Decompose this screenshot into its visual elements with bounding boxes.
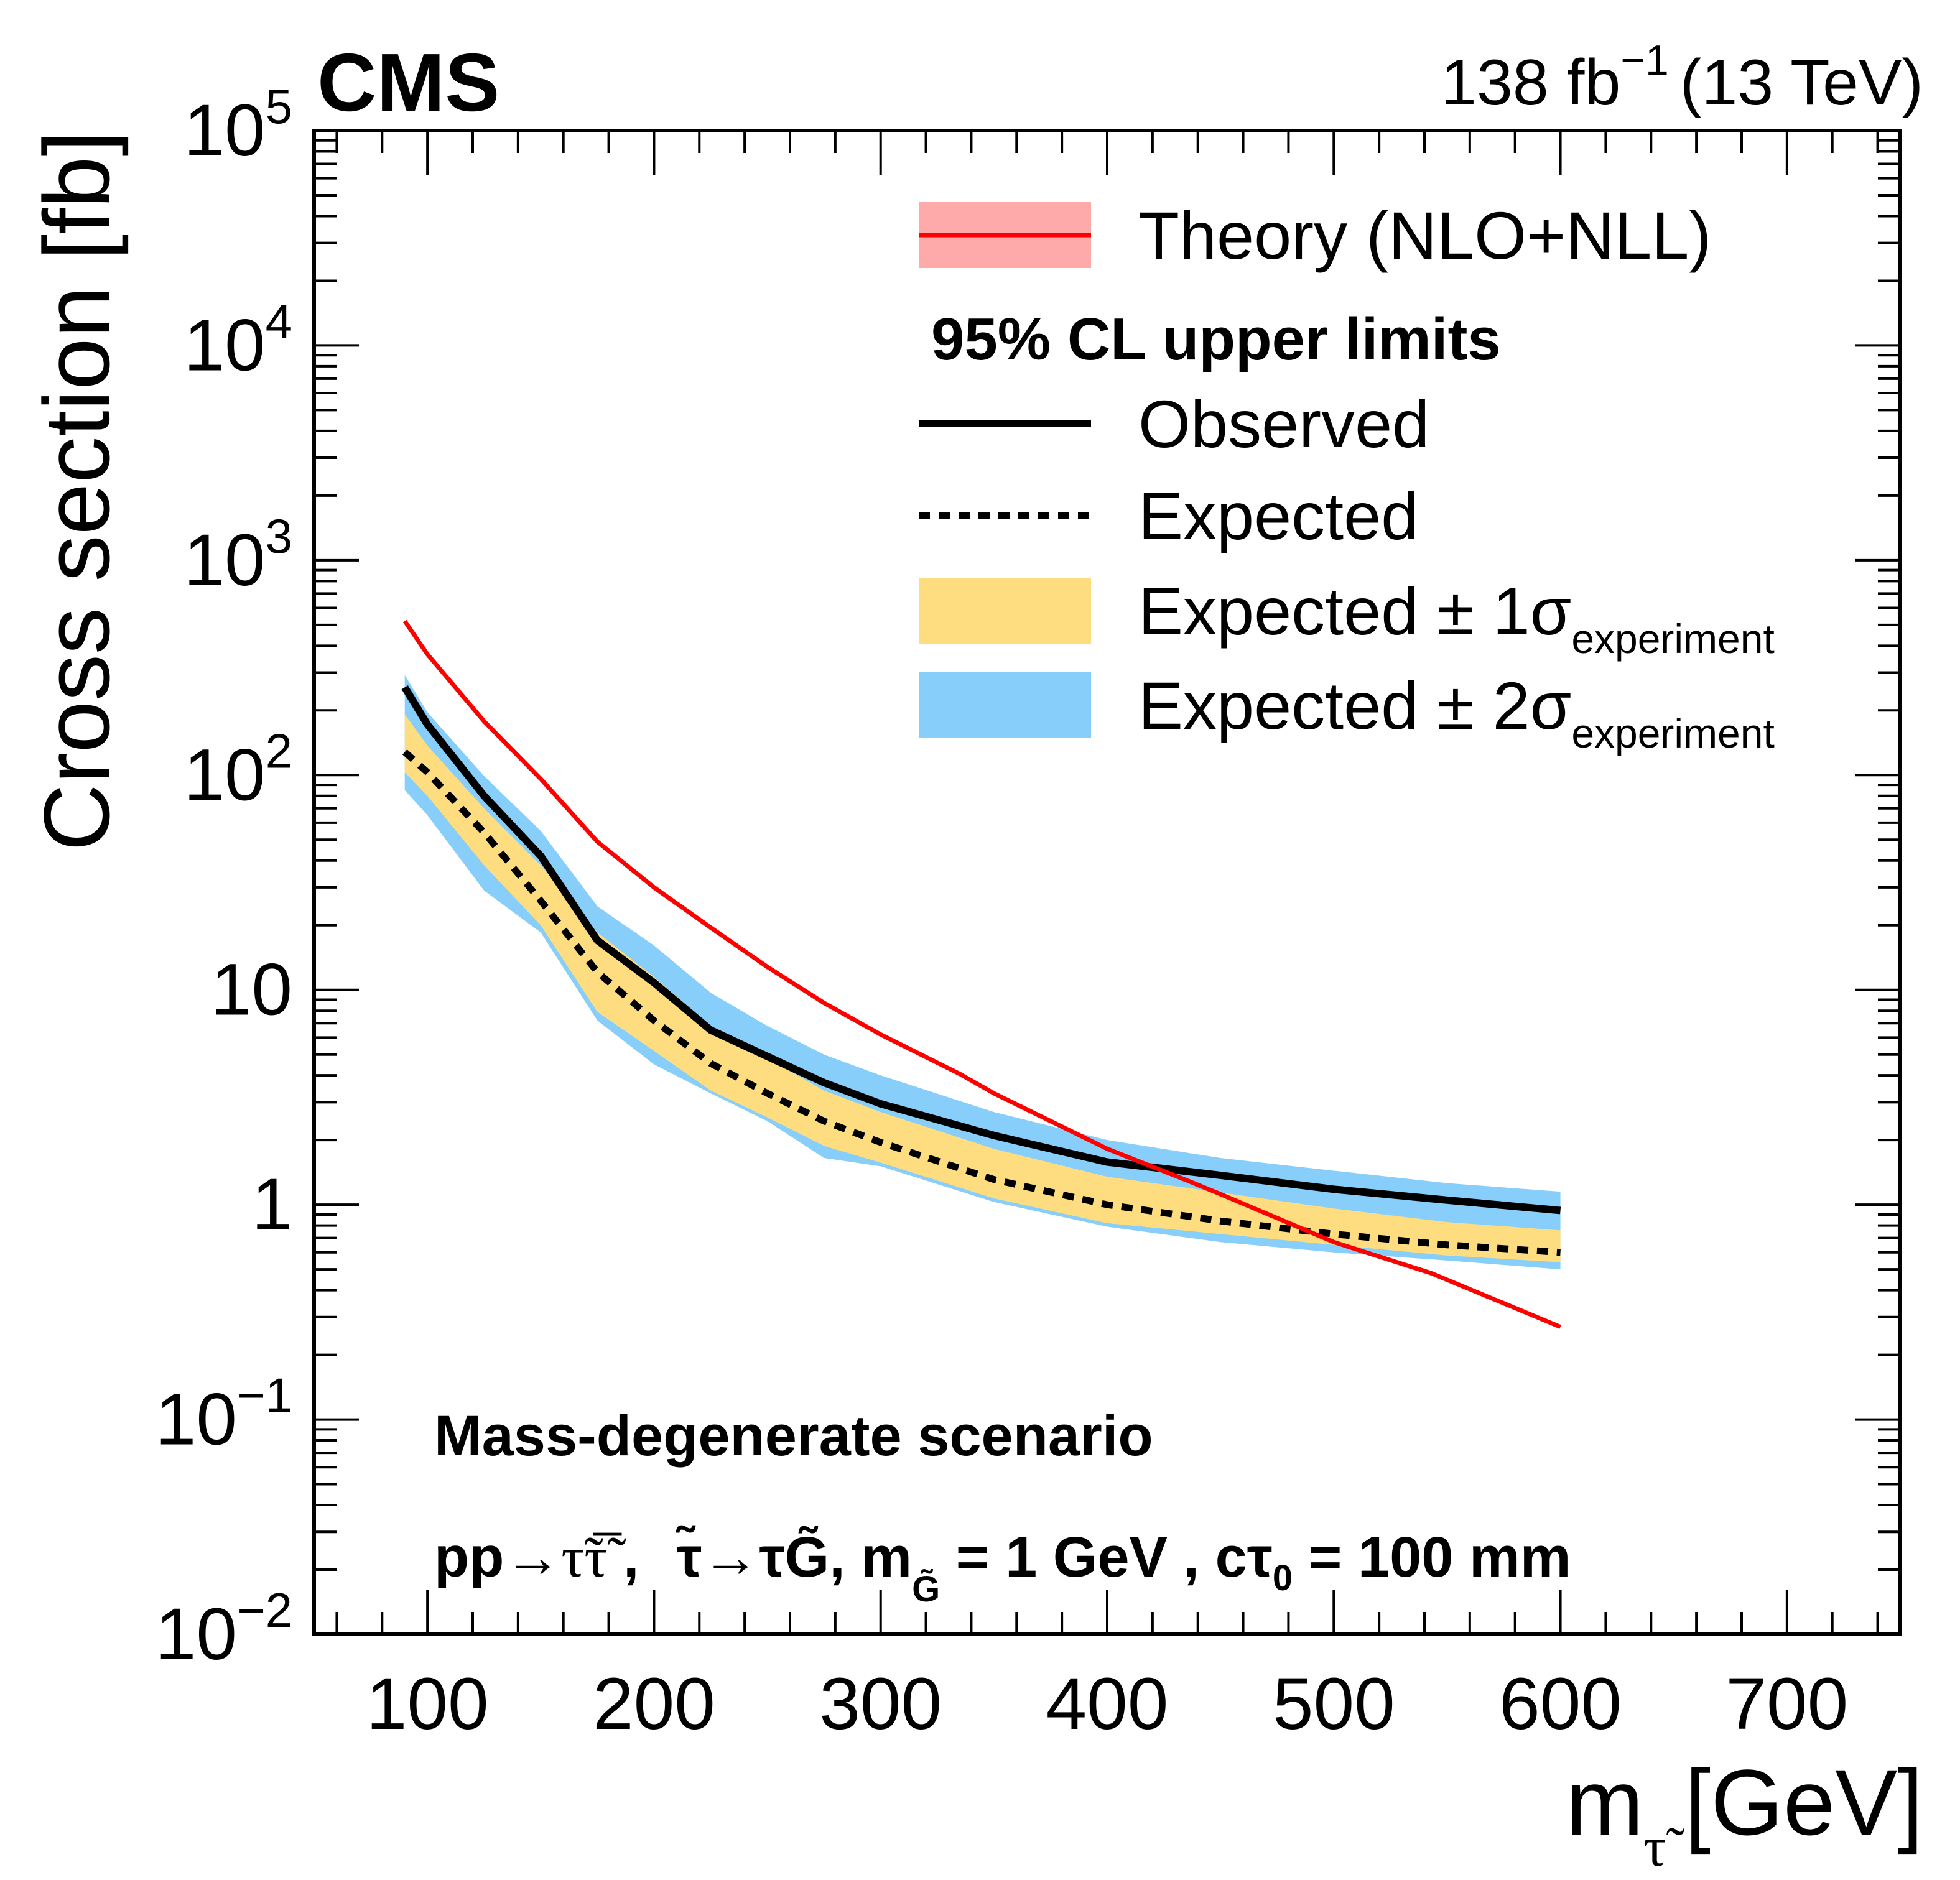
legend-band1-swatch [919, 578, 1091, 644]
y-tick-label: 10−2 [156, 1583, 292, 1675]
process-label: pp→τ̃τ̃̅ , τ̃→τG̃, mG̃ = 1 GeV , cτ0 = 10… [434, 1525, 1571, 1609]
process-sep: , [607, 1526, 639, 1589]
y-tick-base: 10 [211, 949, 292, 1031]
observed-line [401, 685, 1561, 1215]
experiment-label: CMS [317, 37, 499, 128]
legend-label: Theory (NLO+NLL) [1138, 198, 1711, 273]
y-tick-base: 1 [251, 1164, 292, 1246]
x-tick-label: 100 [366, 1663, 489, 1745]
x-tick-label: 500 [1273, 1663, 1395, 1745]
process-ctau: cτ [1199, 1526, 1273, 1589]
legend-item: Expected [919, 478, 1418, 553]
y-tick-label: 1 [251, 1164, 292, 1246]
luminosity-exponent: −1 [1620, 37, 1669, 84]
process-pp: pp→ [434, 1526, 561, 1589]
y-tick-exponent: 5 [266, 79, 292, 134]
process-ctau-value: = 100 mm [1293, 1526, 1571, 1589]
scenario-label: Mass-degenerate scenario [434, 1404, 1153, 1468]
x-axis-title-main: m [1566, 1750, 1643, 1855]
legend-label-text: Expected [1138, 478, 1418, 553]
legend-label-text: Observed [1138, 386, 1429, 461]
lines-layer [401, 619, 1561, 1329]
x-tick-label: 400 [1046, 1663, 1169, 1745]
bands-layer [404, 675, 1561, 1270]
y-tick-base: 10 [183, 304, 265, 386]
legend-header: 95% CL upper limits [931, 306, 1501, 373]
y-tick-base: 10 [183, 90, 265, 172]
band-1sigma [404, 714, 1561, 1262]
y-tick-label: 10 [211, 949, 292, 1031]
y-tick-label: 104 [183, 294, 292, 386]
y-tick-exponent: 2 [266, 723, 292, 778]
theory-line [402, 619, 1561, 1329]
legend-label-text: 95% CL upper limits [931, 306, 1501, 373]
legend-item: Expected ± 1σexperiment [919, 573, 1775, 662]
legend-label-text: Expected ± 1σ [1138, 573, 1571, 649]
luminosity-value: 138 fb [1441, 47, 1620, 119]
y-axis-title: Cross section [fb] [24, 131, 129, 851]
y-tick-label: 102 [183, 723, 292, 816]
legend-label-subscript: experiment [1571, 616, 1775, 662]
process-mass-value: = 1 GeV , [940, 1526, 1199, 1589]
legend-label-text: Theory (NLO+NLL) [1138, 198, 1711, 273]
legend-label: Expected [1138, 478, 1418, 553]
x-tick-label: 700 [1725, 1663, 1848, 1745]
x-axis-title-unit: [GeV] [1685, 1750, 1924, 1855]
x-axis-title-subscript: τ̃ [1643, 1817, 1684, 1878]
legend-item: 95% CL upper limits [931, 306, 1501, 373]
process-ctau-sub: 0 [1273, 1558, 1293, 1598]
process-decay: τ̃→τG̃ [676, 1525, 830, 1589]
legend-item: Expected ± 2σexperiment [919, 668, 1775, 756]
y-tick-base: 10 [183, 734, 265, 816]
x-axis-title: mτ̃ [GeV] [1566, 1750, 1923, 1878]
y-tick-base: 10 [183, 519, 265, 601]
luminosity-label: 138 fb−1 (13 TeV) [1441, 37, 1923, 119]
energy-label: (13 TeV) [1680, 47, 1923, 119]
y-tick-exponent: 4 [266, 294, 292, 348]
y-tick-label: 103 [183, 509, 292, 601]
axes-layer: 100 200 300 400 500 600 70010−210−111010210310… [156, 79, 1902, 1745]
legend-label: Expected ± 2σexperiment [1138, 668, 1775, 756]
y-tick-label: 10−1 [156, 1368, 292, 1461]
y-tick-exponent: 3 [266, 509, 292, 563]
y-tick-exponent: −1 [237, 1368, 292, 1423]
y-tick-exponent: −2 [237, 1583, 292, 1637]
x-tick-label: 300 [819, 1663, 942, 1745]
legend-band2-swatch [919, 672, 1091, 738]
legend-label-subscript: experiment [1571, 710, 1775, 756]
x-tick-label: 200 [593, 1663, 715, 1745]
legend-label: Observed [1138, 386, 1429, 461]
legend-item: Observed [919, 386, 1429, 461]
y-tick-base: 10 [156, 1379, 237, 1461]
process-mass-prefix: , m [829, 1526, 912, 1589]
y-tick-base: 10 [156, 1593, 237, 1675]
legend-item: Theory (NLO+NLL) [919, 198, 1711, 273]
process-mass-sub: G̃ [912, 1569, 940, 1609]
y-tick-label: 105 [183, 79, 292, 172]
legend-label-text: Expected ± 2σ [1138, 668, 1571, 743]
legend: Theory (NLO+NLL) 95% CL upper limits Obser… [919, 198, 1775, 756]
legend-label: Expected ± 1σexperiment [1138, 573, 1775, 662]
x-tick-label: 600 [1499, 1663, 1622, 1745]
